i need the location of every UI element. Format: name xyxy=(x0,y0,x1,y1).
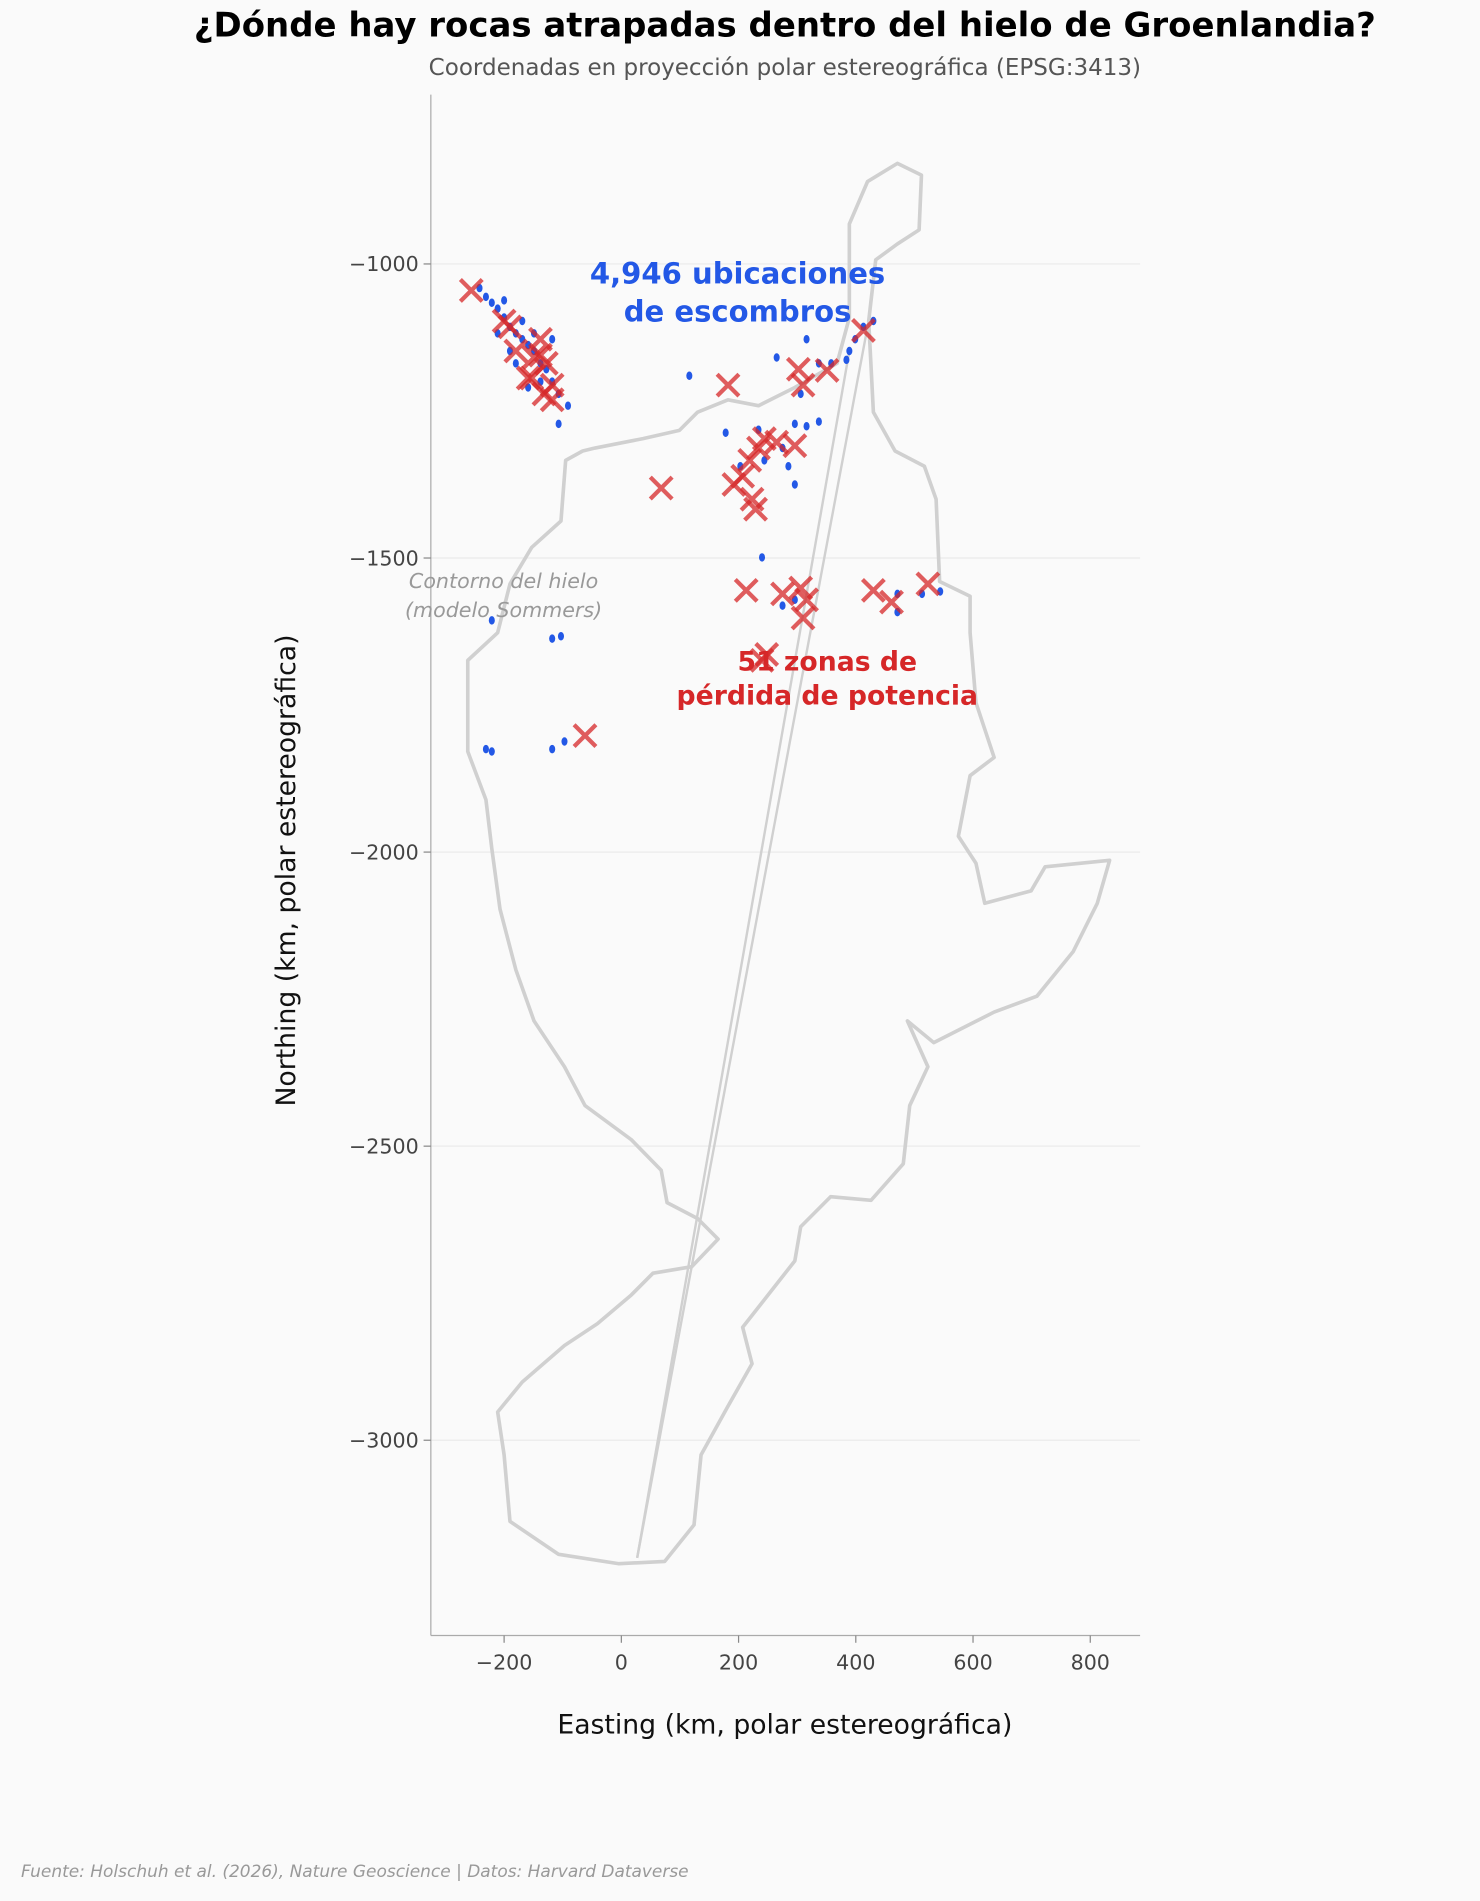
power-loss-marker xyxy=(648,475,674,501)
power-loss-marker xyxy=(879,589,904,615)
y-tick-label: −2500 xyxy=(349,1134,419,1158)
debris-point xyxy=(557,631,565,641)
power-loss-marker xyxy=(915,571,941,597)
debris-point xyxy=(758,553,766,562)
outline-annotation-line1: Contorno del hielo xyxy=(409,569,598,593)
power-annotation-line2: pérdida de potencia xyxy=(677,680,978,711)
debris-point xyxy=(512,359,519,368)
power-loss-marker xyxy=(528,342,553,368)
x-tick-label: 800 xyxy=(1071,1650,1110,1674)
debris-point xyxy=(773,353,780,362)
debris-point xyxy=(501,296,508,305)
power-loss-marker xyxy=(715,372,741,398)
y-tick-label: −1500 xyxy=(349,546,419,570)
power-loss-marker xyxy=(572,723,598,749)
power-loss-marker xyxy=(782,433,808,459)
x-tick-label: −200 xyxy=(476,1650,533,1674)
debris-point xyxy=(561,737,568,746)
debris-point xyxy=(488,747,495,756)
chart-subtitle: Coordenadas en proyección polar estereog… xyxy=(429,55,1141,81)
ice-outline xyxy=(465,161,1112,1566)
debris-point xyxy=(779,601,786,610)
power-loss-marker xyxy=(790,605,816,631)
axis-ticks: −1000−1500−2000−2500−3000−200 0 200 400 600 8… xyxy=(349,252,1110,1674)
power-loss-marker xyxy=(788,575,814,601)
power-loss-series xyxy=(458,278,941,749)
debris-point xyxy=(791,480,798,489)
debris-point xyxy=(803,334,810,344)
y-tick-label: −1000 xyxy=(349,252,419,276)
power-loss-marker xyxy=(743,496,768,522)
power-loss-marker xyxy=(814,357,840,383)
power-annotation-line1: 51 zonas de xyxy=(738,646,917,677)
x-tick-label: 600 xyxy=(953,1650,992,1674)
y-axis-label: Northing (km, polar estereográfica) xyxy=(271,634,302,1106)
debris-point xyxy=(488,298,495,308)
y-tick-label: −2000 xyxy=(349,840,419,864)
debris-point xyxy=(791,419,798,429)
ice-outline-segment xyxy=(635,326,869,1559)
debris-point xyxy=(803,422,810,431)
power-loss-marker xyxy=(521,345,547,370)
debris-point xyxy=(549,634,556,643)
debris-point xyxy=(686,371,693,380)
outline-annotation-line2: (modelo Sommers) xyxy=(405,598,602,622)
power-loss-marker xyxy=(730,463,756,489)
debris-point xyxy=(549,744,556,754)
x-tick-label: 0 xyxy=(615,1650,628,1674)
power-loss-marker xyxy=(749,647,775,673)
x-axis-label: Easting (km, polar estereográfica) xyxy=(557,1710,1012,1741)
power-loss-marker xyxy=(790,372,816,398)
debris-point xyxy=(846,346,853,356)
power-loss-marker xyxy=(503,338,529,364)
debris-point xyxy=(843,355,850,365)
power-loss-marker xyxy=(785,356,811,382)
debris-point xyxy=(482,744,489,754)
power-loss-marker xyxy=(539,387,565,413)
power-loss-marker xyxy=(515,365,541,391)
power-loss-marker xyxy=(519,365,545,391)
x-tick-label: 200 xyxy=(719,1650,758,1674)
debris-point xyxy=(785,462,792,471)
power-loss-marker xyxy=(770,581,795,607)
power-loss-marker xyxy=(851,317,876,343)
debris-point xyxy=(549,334,556,344)
ice-outline-polygon xyxy=(465,161,1112,1566)
debris-annotation-line1: 4,946 ubicaciones xyxy=(590,257,885,291)
debris-point xyxy=(722,428,729,437)
chart-title: ¿Dónde hay rocas atrapadas dentro del hi… xyxy=(194,5,1376,45)
power-loss-marker xyxy=(458,278,484,303)
y-tick-label: −3000 xyxy=(349,1429,419,1453)
debris-point xyxy=(488,616,495,625)
ice-outline-segment xyxy=(635,350,851,1559)
gridlines xyxy=(430,263,1141,1441)
power-loss-marker xyxy=(497,314,523,340)
x-tick-label: 400 xyxy=(836,1650,875,1674)
power-loss-marker xyxy=(733,577,759,603)
debris-point xyxy=(815,417,822,426)
power-loss-marker xyxy=(737,447,763,473)
debris-annotation-line2: de escombros xyxy=(624,294,852,328)
debris-point xyxy=(482,292,489,302)
debris-point xyxy=(555,419,562,429)
power-loss-marker xyxy=(860,577,886,603)
debris-point xyxy=(564,401,572,410)
footer-source: Fuente: Holschuh et al. (2026), Nature G… xyxy=(21,1862,689,1882)
